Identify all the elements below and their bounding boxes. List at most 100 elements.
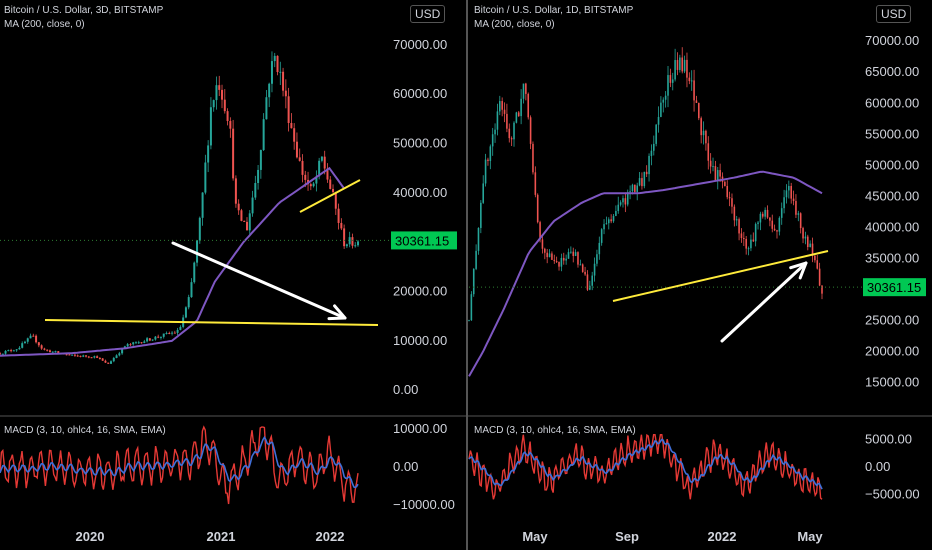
left-candle-body: [0, 353, 1, 355]
right-candle-body: [577, 252, 579, 265]
left-candle-body: [320, 156, 323, 161]
left-rising-trendline: [299, 179, 361, 213]
left-symbol-title[interactable]: Bitcoin / U.S. Dollar, 3D, BITSTAMP: [4, 5, 164, 16]
right-candle-body: [792, 198, 795, 202]
right-candle-body: [619, 202, 622, 205]
left-candle-body: [268, 83, 271, 98]
left-price-tick: 0.00: [393, 382, 418, 397]
left-price-tick: 10000.00: [393, 333, 447, 348]
right-candle-body: [797, 213, 800, 215]
right-candle-body: [814, 255, 816, 261]
left-candle-body: [354, 245, 357, 247]
left-currency-button[interactable]: USD: [410, 5, 446, 23]
left-candle-body: [265, 97, 268, 120]
right-candle-body: [470, 294, 473, 321]
left-candle-body: [184, 307, 187, 318]
left-time-label: 2021: [207, 529, 236, 544]
left-candle-body: [318, 160, 321, 177]
right-candle-body: [764, 209, 766, 217]
left-candle-body: [23, 341, 26, 344]
left-candle-body: [48, 350, 51, 353]
left-candle-body: [218, 85, 221, 90]
left-candle-body: [32, 335, 35, 337]
right-candle-body: [657, 116, 660, 125]
right-candle-body: [572, 251, 575, 256]
right-candle-body: [818, 268, 821, 286]
right-ma-indicator-label[interactable]: MA (200, close, 0): [474, 19, 555, 30]
right-candle-body: [631, 184, 634, 192]
right-candle-body: [617, 204, 620, 212]
right-candle-body: [496, 111, 499, 130]
right-price-tick: 20000.00: [865, 343, 919, 358]
right-candle-body: [683, 59, 686, 72]
left-candle-body: [309, 184, 312, 187]
left-candle-body: [270, 61, 273, 84]
right-candle-body: [581, 264, 584, 272]
left-candle-body: [151, 339, 154, 341]
right-candle-body: [754, 224, 757, 242]
right-candle-body: [773, 228, 776, 231]
left-time-label: 2022: [316, 529, 345, 544]
left-candle-body: [21, 343, 24, 348]
right-candle-body: [662, 99, 665, 103]
left-candle-body: [93, 356, 96, 358]
left-candle-body: [18, 347, 21, 350]
left-candle-body: [196, 240, 199, 263]
left-ma-indicator-label[interactable]: MA (200, close, 0): [4, 19, 85, 30]
left-candle-body: [165, 332, 168, 334]
right-macd-tick: 5000.00: [865, 432, 912, 447]
left-macd-label[interactable]: MACD (3, 10, ohlc4, 16, SMA, EMA): [4, 425, 166, 436]
left-candle-body: [168, 332, 171, 334]
right-candle-body: [700, 118, 702, 136]
right-candle-body: [643, 171, 646, 187]
right-candle-body: [548, 253, 551, 258]
right-chart-pane[interactable]: 70000.00 65000.00 60000.00 55000.00 50000.00…: [468, 33, 926, 544]
right-candle-body: [536, 194, 539, 223]
right-candle-body: [498, 101, 501, 112]
left-candle-body: [37, 342, 40, 346]
left-last-price-label: 30361.15: [395, 233, 449, 248]
left-candle-body: [273, 55, 276, 62]
left-candle-body: [132, 342, 135, 345]
left-candle-body: [226, 111, 229, 122]
left-price-tick: 40000.00: [393, 185, 447, 200]
right-macd-label[interactable]: MACD (3, 10, ohlc4, 16, SMA, EMA): [474, 425, 636, 436]
right-candle-body: [802, 228, 804, 239]
right-candle-body: [821, 285, 823, 294]
right-candle-body: [541, 239, 544, 249]
right-time-label: 2022: [708, 529, 737, 544]
right-candle-body: [771, 220, 774, 229]
right-macd-tick: 0.00: [865, 459, 890, 474]
right-candle-body: [629, 191, 631, 193]
left-candle-body: [40, 345, 43, 349]
left-candle-body: [204, 162, 207, 193]
left-candle-body: [134, 342, 137, 344]
left-candle-body: [171, 332, 174, 334]
left-candle-body: [254, 182, 257, 198]
right-candle-body: [605, 223, 608, 225]
right-candle-body: [686, 59, 688, 78]
right-candle-body: [622, 198, 624, 203]
left-candle-body: [251, 197, 254, 214]
right-candle-body: [529, 117, 532, 144]
left-candle-body: [12, 350, 15, 352]
left-candle-body: [248, 213, 251, 231]
right-candle-body: [705, 130, 707, 144]
right-price-tick: 45000.00: [865, 188, 919, 203]
left-candle-body: [187, 297, 190, 308]
right-candle-body: [477, 227, 480, 251]
left-candle-body: [57, 351, 60, 354]
right-candle-body: [745, 238, 747, 249]
left-candle-body: [82, 355, 85, 357]
left-chart-pane[interactable]: 70000.0060000.0050000.0040000.0030000.00…: [0, 37, 457, 544]
right-price-tick: 70000.00: [865, 33, 919, 48]
right-candle-body: [790, 185, 793, 199]
right-candle-body: [809, 243, 811, 248]
right-symbol-title[interactable]: Bitcoin / U.S. Dollar, 1D, BITSTAMP: [474, 5, 634, 16]
left-candle-body: [262, 119, 265, 151]
left-candle-body: [232, 128, 235, 179]
right-candle-body: [731, 198, 733, 207]
right-candle-body: [671, 79, 674, 83]
right-candle-body: [501, 101, 503, 110]
right-currency-button[interactable]: USD: [876, 5, 912, 23]
